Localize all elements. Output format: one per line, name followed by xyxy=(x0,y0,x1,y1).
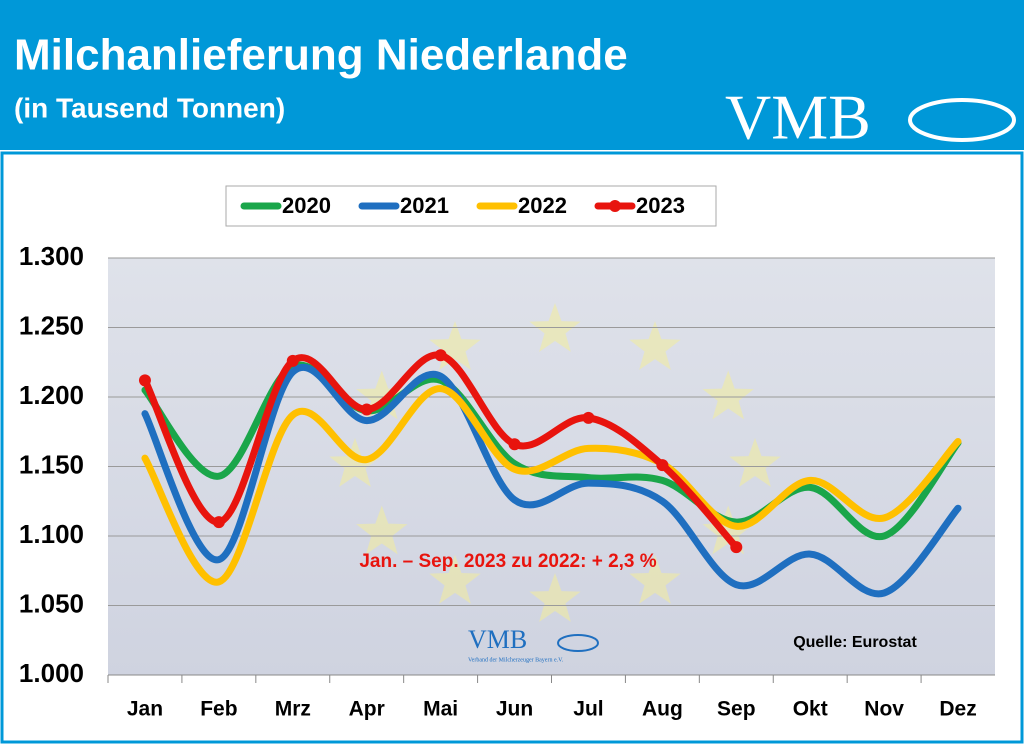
y-tick-label: 1.150 xyxy=(19,449,84,479)
star xyxy=(329,438,381,487)
y-tick-label: 1.000 xyxy=(19,658,84,688)
title: Milchanlieferung Niederlande xyxy=(14,31,628,80)
grid xyxy=(107,257,995,683)
data-point xyxy=(582,411,595,424)
data-point xyxy=(212,516,225,529)
y-tick-label: 1.300 xyxy=(19,241,84,271)
legend-label: 2022 xyxy=(518,193,567,218)
x-tick-label: Nov xyxy=(864,698,904,721)
x-tick-label: Jan xyxy=(127,698,163,721)
legend-label: 2023 xyxy=(636,193,685,218)
data-point xyxy=(656,459,669,472)
star xyxy=(629,321,681,370)
star xyxy=(529,573,581,622)
series xyxy=(138,349,962,598)
annotation: Jan. – Sep. 2023 zu 2022: + 2,3 % xyxy=(359,551,656,572)
star xyxy=(429,321,481,370)
y-tick-label: 1.200 xyxy=(19,380,84,410)
watermark-swoosh xyxy=(557,634,599,652)
subtitle: (in Tausend Tonnen) xyxy=(14,92,285,123)
logo-swoosh xyxy=(908,98,1016,142)
series-line xyxy=(141,364,962,598)
data-point xyxy=(730,541,743,554)
legend-marker xyxy=(609,200,621,212)
watermark-text: Verband der Milcherzeuger Bayern e.V. xyxy=(468,657,564,663)
y-tick-label: 1.100 xyxy=(19,519,84,549)
star xyxy=(629,554,681,604)
data-point xyxy=(434,349,447,362)
data-point xyxy=(508,438,521,451)
x-tick-label: Feb xyxy=(200,698,237,721)
header-bar xyxy=(0,0,1024,150)
series-line xyxy=(141,385,962,586)
x-tick-label: Mrz xyxy=(275,698,311,721)
data-point xyxy=(360,403,373,416)
series-line xyxy=(141,351,740,551)
x-tick-label: Jun xyxy=(496,698,533,721)
star xyxy=(702,505,754,555)
watermark-logo: VMB xyxy=(468,625,527,654)
star xyxy=(702,370,754,420)
x-tick-label: Apr xyxy=(349,698,385,721)
header-logo: VMB xyxy=(725,82,871,153)
star xyxy=(356,370,408,420)
source: Quelle: Eurostat xyxy=(793,634,917,651)
star xyxy=(356,505,408,555)
star xyxy=(729,438,781,487)
data-point xyxy=(138,374,151,387)
y-tick-label: 1.050 xyxy=(19,588,84,618)
x-tick-label: Mai xyxy=(423,698,458,721)
x-tick-label: Sep xyxy=(717,698,756,721)
x-tick-label: Dez xyxy=(939,698,976,721)
data-point xyxy=(286,354,299,367)
x-tick-label: Aug xyxy=(642,698,683,721)
legend-items: 2020 2021 2022 2023 xyxy=(240,193,685,218)
y-tick-label: 1.250 xyxy=(19,310,84,340)
x-tick-label: Okt xyxy=(793,698,828,721)
x-tick-label: Jul xyxy=(573,698,603,721)
legend-label: 2020 xyxy=(282,193,331,218)
legend-label: 2021 xyxy=(400,193,449,218)
star xyxy=(429,554,481,604)
